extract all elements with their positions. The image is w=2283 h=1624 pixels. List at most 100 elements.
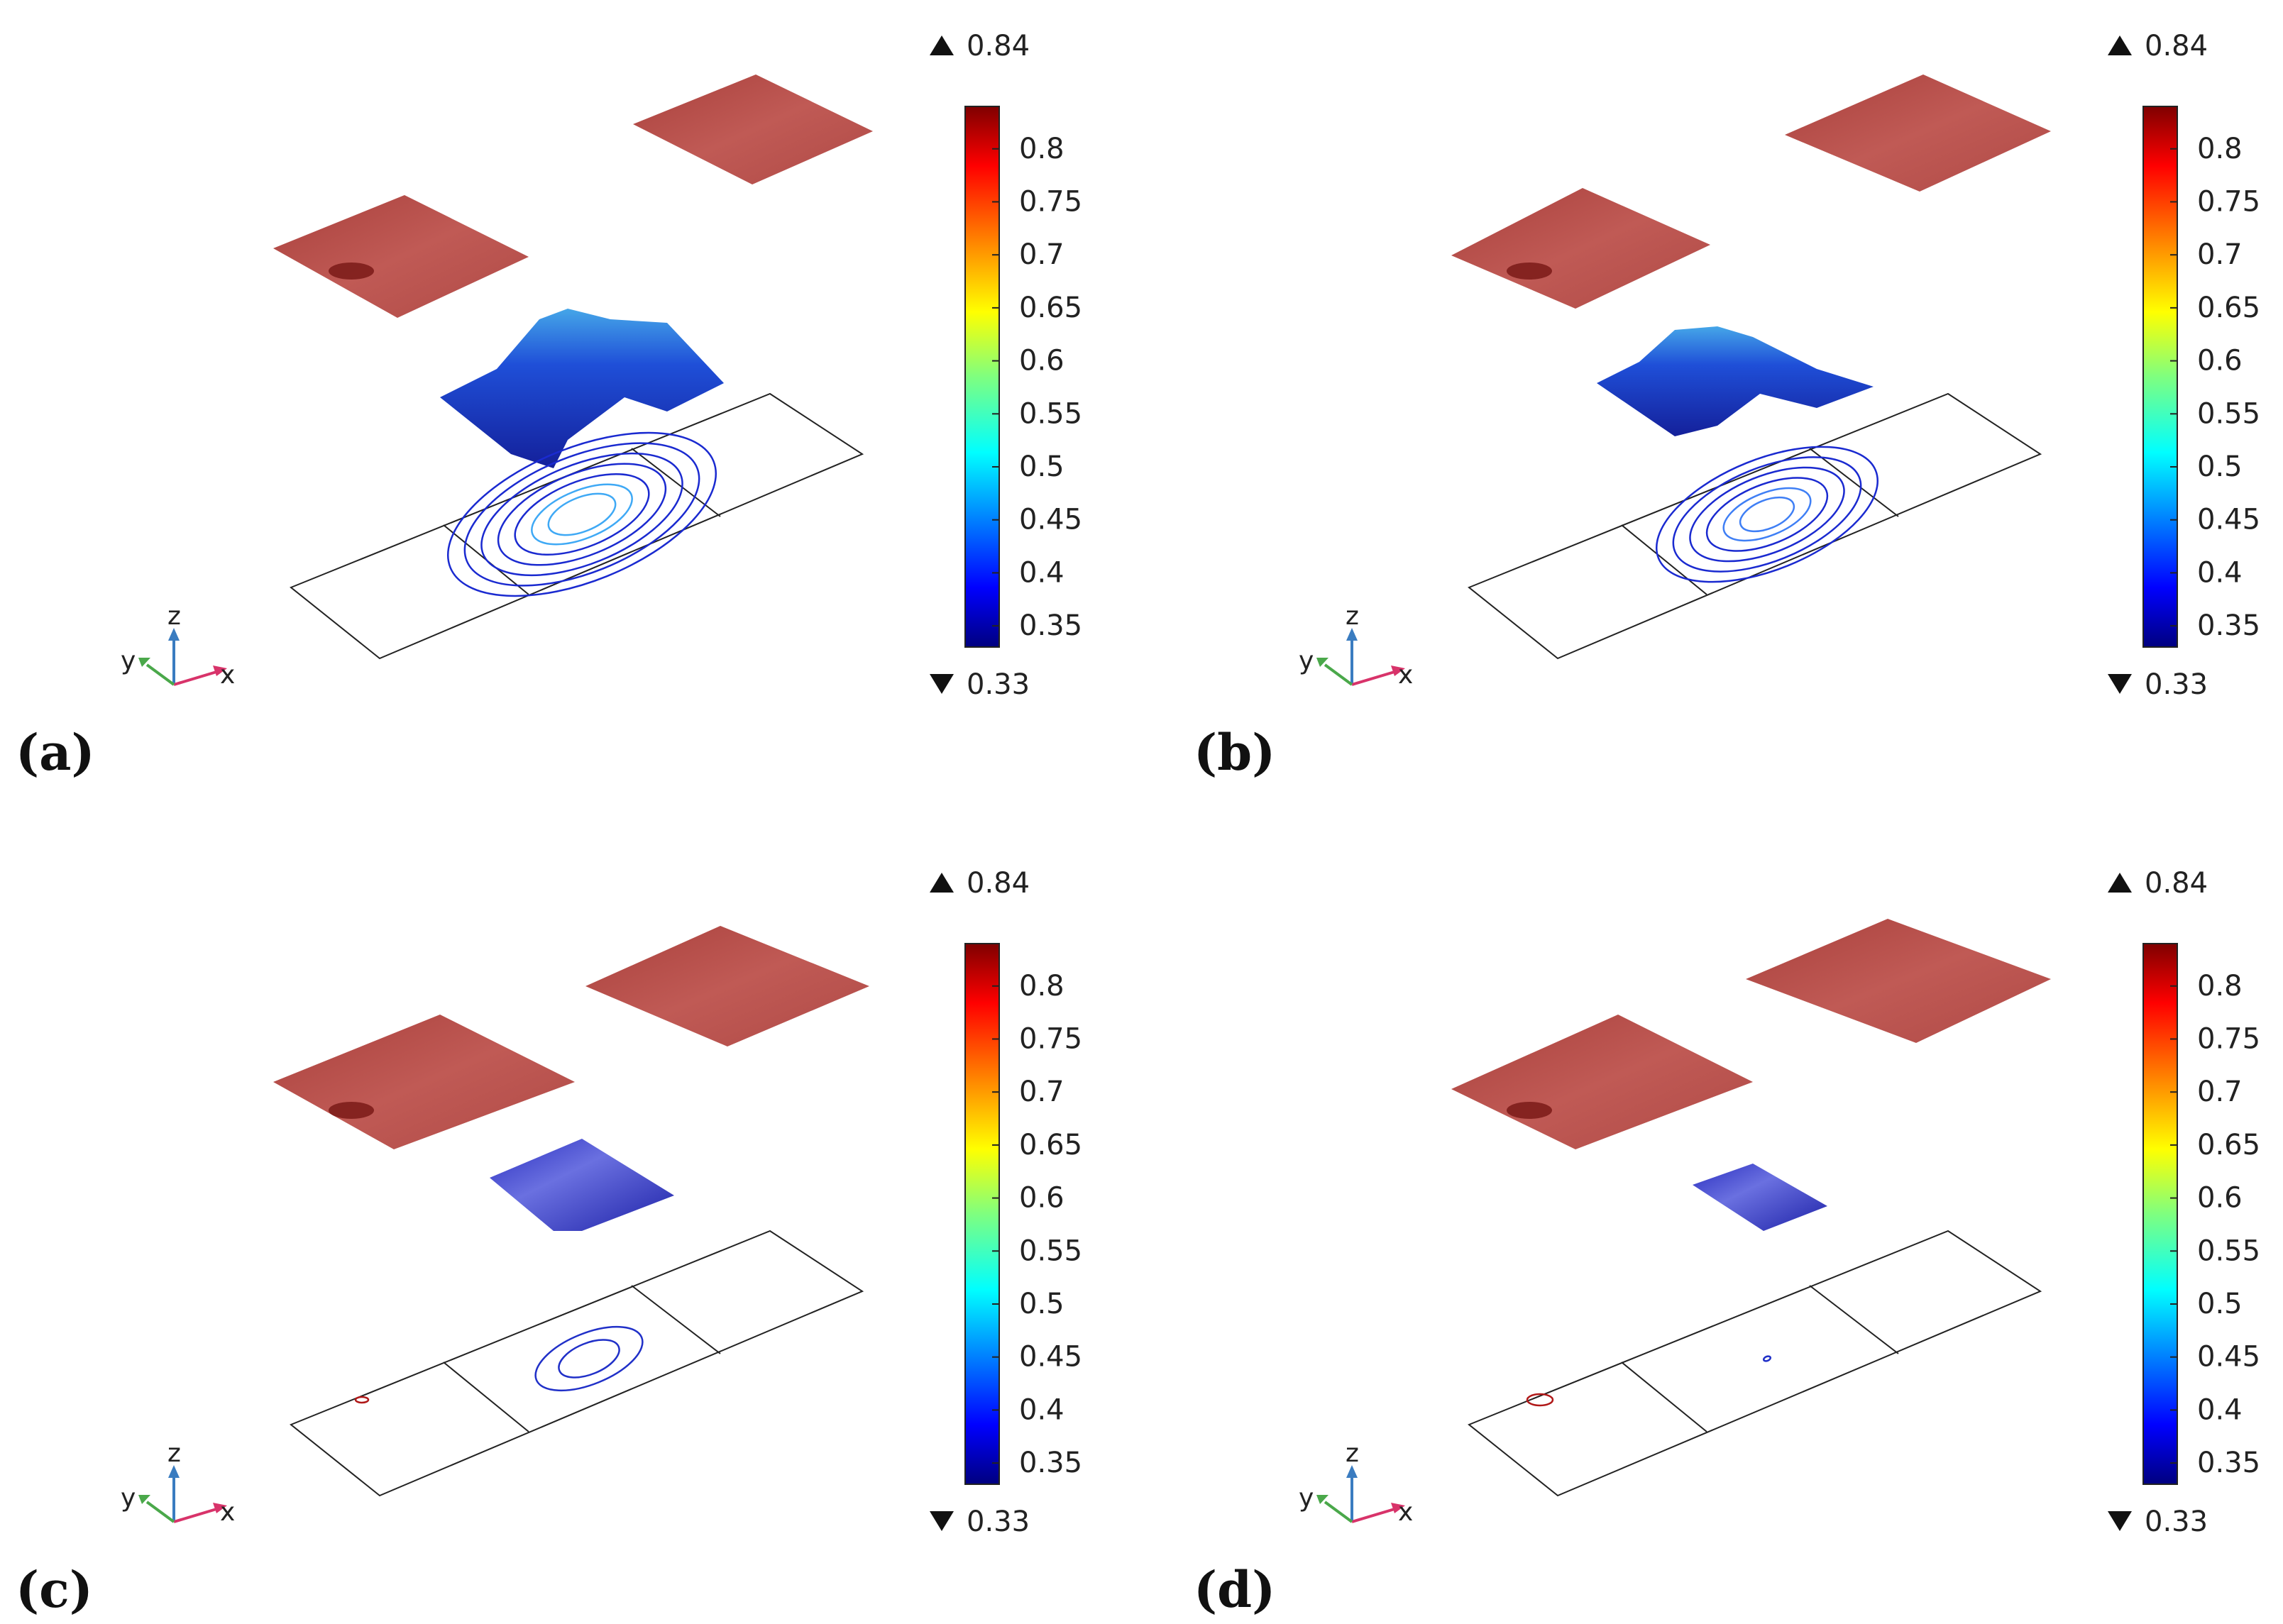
base-domain: [1468, 392, 2042, 660]
panel-c: zxy0.80.750.70.650.60.550.50.450.40.350.…: [16, 867, 1082, 1619]
contour-line: [558, 1339, 620, 1379]
z-axis-label: z: [1346, 1439, 1359, 1468]
colorbar-tick-label: 0.75: [2197, 185, 2260, 218]
colorbar: 0.8 0.75 0.7 0.65 0.6 0.55 0.5 0.45 0.4 0.35 0.84 0…: [930, 867, 1082, 1538]
y-arrowhead: [1316, 658, 1328, 667]
y-arrowhead: [138, 658, 150, 667]
upper-right-surface: [633, 74, 873, 184]
x-axis-arrow: [173, 1508, 217, 1523]
upper-left-surface: [273, 195, 529, 318]
min-triangle-icon: [2108, 1511, 2132, 1531]
min-triangle-icon: [2108, 674, 2132, 694]
colorbar-tick-label: 0.75: [2197, 1022, 2260, 1055]
y-axis-label: y: [121, 646, 136, 675]
panel-label: (b): [1194, 723, 1275, 782]
colorbar-tick-label: 0.6: [1019, 1182, 1065, 1215]
colorbar-tick-label: 0.65: [2197, 292, 2260, 324]
colorbar-tick-label: 0.4: [1019, 1393, 1065, 1426]
colorbar-tick-label: 0.35: [1019, 1447, 1082, 1479]
upper-left-surface: [1451, 188, 1710, 309]
min-triangle-icon: [930, 674, 954, 694]
colorbar-tick-label: 0.35: [2197, 609, 2260, 642]
contour-line: [480, 452, 683, 577]
colorbar-tick-label: 0.65: [1019, 1129, 1082, 1161]
colorbar-max-label: 0.84: [967, 30, 1030, 62]
colorbar-max-label: 0.84: [2145, 867, 2208, 900]
base-domain: [290, 392, 864, 660]
colorbar-tick-label: 0.55: [2197, 1234, 2260, 1267]
panel-label: (d): [1194, 1560, 1275, 1619]
upper-right-surface: [1746, 919, 2051, 1043]
colorbar-min-label: 0.33: [2145, 668, 2208, 701]
min-triangle-icon: [930, 1511, 954, 1531]
colorbar-tick-label: 0.45: [1019, 1341, 1082, 1374]
colorbar-min-label: 0.33: [967, 668, 1030, 701]
y-arrowhead: [1316, 1495, 1328, 1504]
z-arrowhead: [168, 628, 180, 641]
colorbar-tick-label: 0.7: [2197, 1076, 2243, 1108]
x-axis-arrow: [1351, 1508, 1395, 1523]
y-axis-label: y: [121, 1484, 136, 1513]
domain-divider: [443, 1361, 529, 1432]
colorbar-tick-label: 0.65: [1019, 292, 1082, 324]
surface-dip: [1507, 263, 1552, 280]
colorbar-min-label: 0.33: [967, 1506, 1030, 1538]
z-arrowhead: [1346, 628, 1358, 641]
colorbar-tick-label: 0.75: [1019, 185, 1082, 218]
y-axis-label: y: [1299, 646, 1314, 675]
upper-right-surface: [585, 926, 869, 1046]
colorbar-tick-label: 0.45: [2197, 1341, 2260, 1374]
contour-line: [1705, 477, 1829, 552]
upper-left-surface: [1451, 1015, 1753, 1149]
colorbar-tick-label: 0.5: [1019, 1288, 1065, 1320]
contour-line: [1739, 496, 1795, 533]
colorbar-tick-label: 0.8: [2197, 970, 2243, 1002]
z-axis-label: z: [167, 1439, 181, 1468]
domain-divider: [1809, 448, 1899, 517]
contour-line: [514, 473, 650, 556]
panel-a: zxy0.80.750.70.650.60.550.50.450.40.350.…: [16, 30, 1082, 782]
x-axis-label: x: [1398, 661, 1413, 690]
contour-line: [446, 431, 717, 597]
x-axis-label: x: [220, 661, 235, 690]
y-arrowhead: [138, 1495, 150, 1504]
contour-line: [547, 492, 617, 536]
y-axis-label: y: [1299, 1484, 1314, 1513]
y-axis-arrow: [145, 663, 175, 686]
x-arrowhead: [1391, 665, 1405, 676]
z-arrowhead: [168, 1465, 180, 1478]
panel-b: zxy0.80.750.70.650.60.550.50.450.40.350.…: [1194, 30, 2260, 782]
colorbar-tick-label: 0.45: [2197, 504, 2260, 536]
x-arrowhead: [213, 1503, 227, 1513]
z-arrowhead: [1346, 1465, 1358, 1478]
colorbar-gradient: [2142, 106, 2178, 648]
colorbar: 0.8 0.75 0.7 0.65 0.6 0.55 0.5 0.45 0.4 0.35 0.84 0…: [930, 30, 1082, 701]
contour-line-red: [1526, 1393, 1554, 1407]
axis-triad: z x y: [121, 1439, 235, 1527]
colorbar-tick-label: 0.8: [2197, 133, 2243, 165]
x-axis-arrow: [173, 670, 217, 686]
colorbar-tick-label: 0.5: [1019, 451, 1065, 483]
max-triangle-icon: [2108, 873, 2132, 893]
colorbar-max-label: 0.84: [967, 867, 1030, 900]
colorbar-tick-label: 0.35: [1019, 609, 1082, 642]
y-axis-arrow: [145, 1501, 175, 1523]
colorbar-tick-label: 0.6: [2197, 1182, 2243, 1215]
colorbar-tick-label: 0.5: [2197, 451, 2243, 483]
lower-surface: [440, 309, 724, 468]
domain-divider: [631, 1285, 721, 1354]
contour-line: [497, 463, 667, 566]
colorbar: 0.8 0.75 0.7 0.65 0.6 0.55 0.5 0.45 0.4 0.35 0.84 0…: [2108, 30, 2260, 701]
x-arrowhead: [1391, 1503, 1405, 1513]
lower-surface: [490, 1139, 674, 1231]
colorbar-tick-label: 0.7: [2197, 238, 2243, 271]
colorbar-tick-label: 0.55: [2197, 397, 2260, 430]
x-axis-label: x: [1398, 1498, 1413, 1527]
colorbar-max-label: 0.84: [2145, 30, 2208, 62]
lower-surface: [1597, 326, 1874, 436]
domain-divider: [1621, 1361, 1707, 1432]
panel-label: (c): [16, 1560, 93, 1619]
contour-line: [534, 1325, 644, 1392]
contour-line: [531, 483, 633, 546]
colorbar-tick-label: 0.75: [1019, 1022, 1082, 1055]
